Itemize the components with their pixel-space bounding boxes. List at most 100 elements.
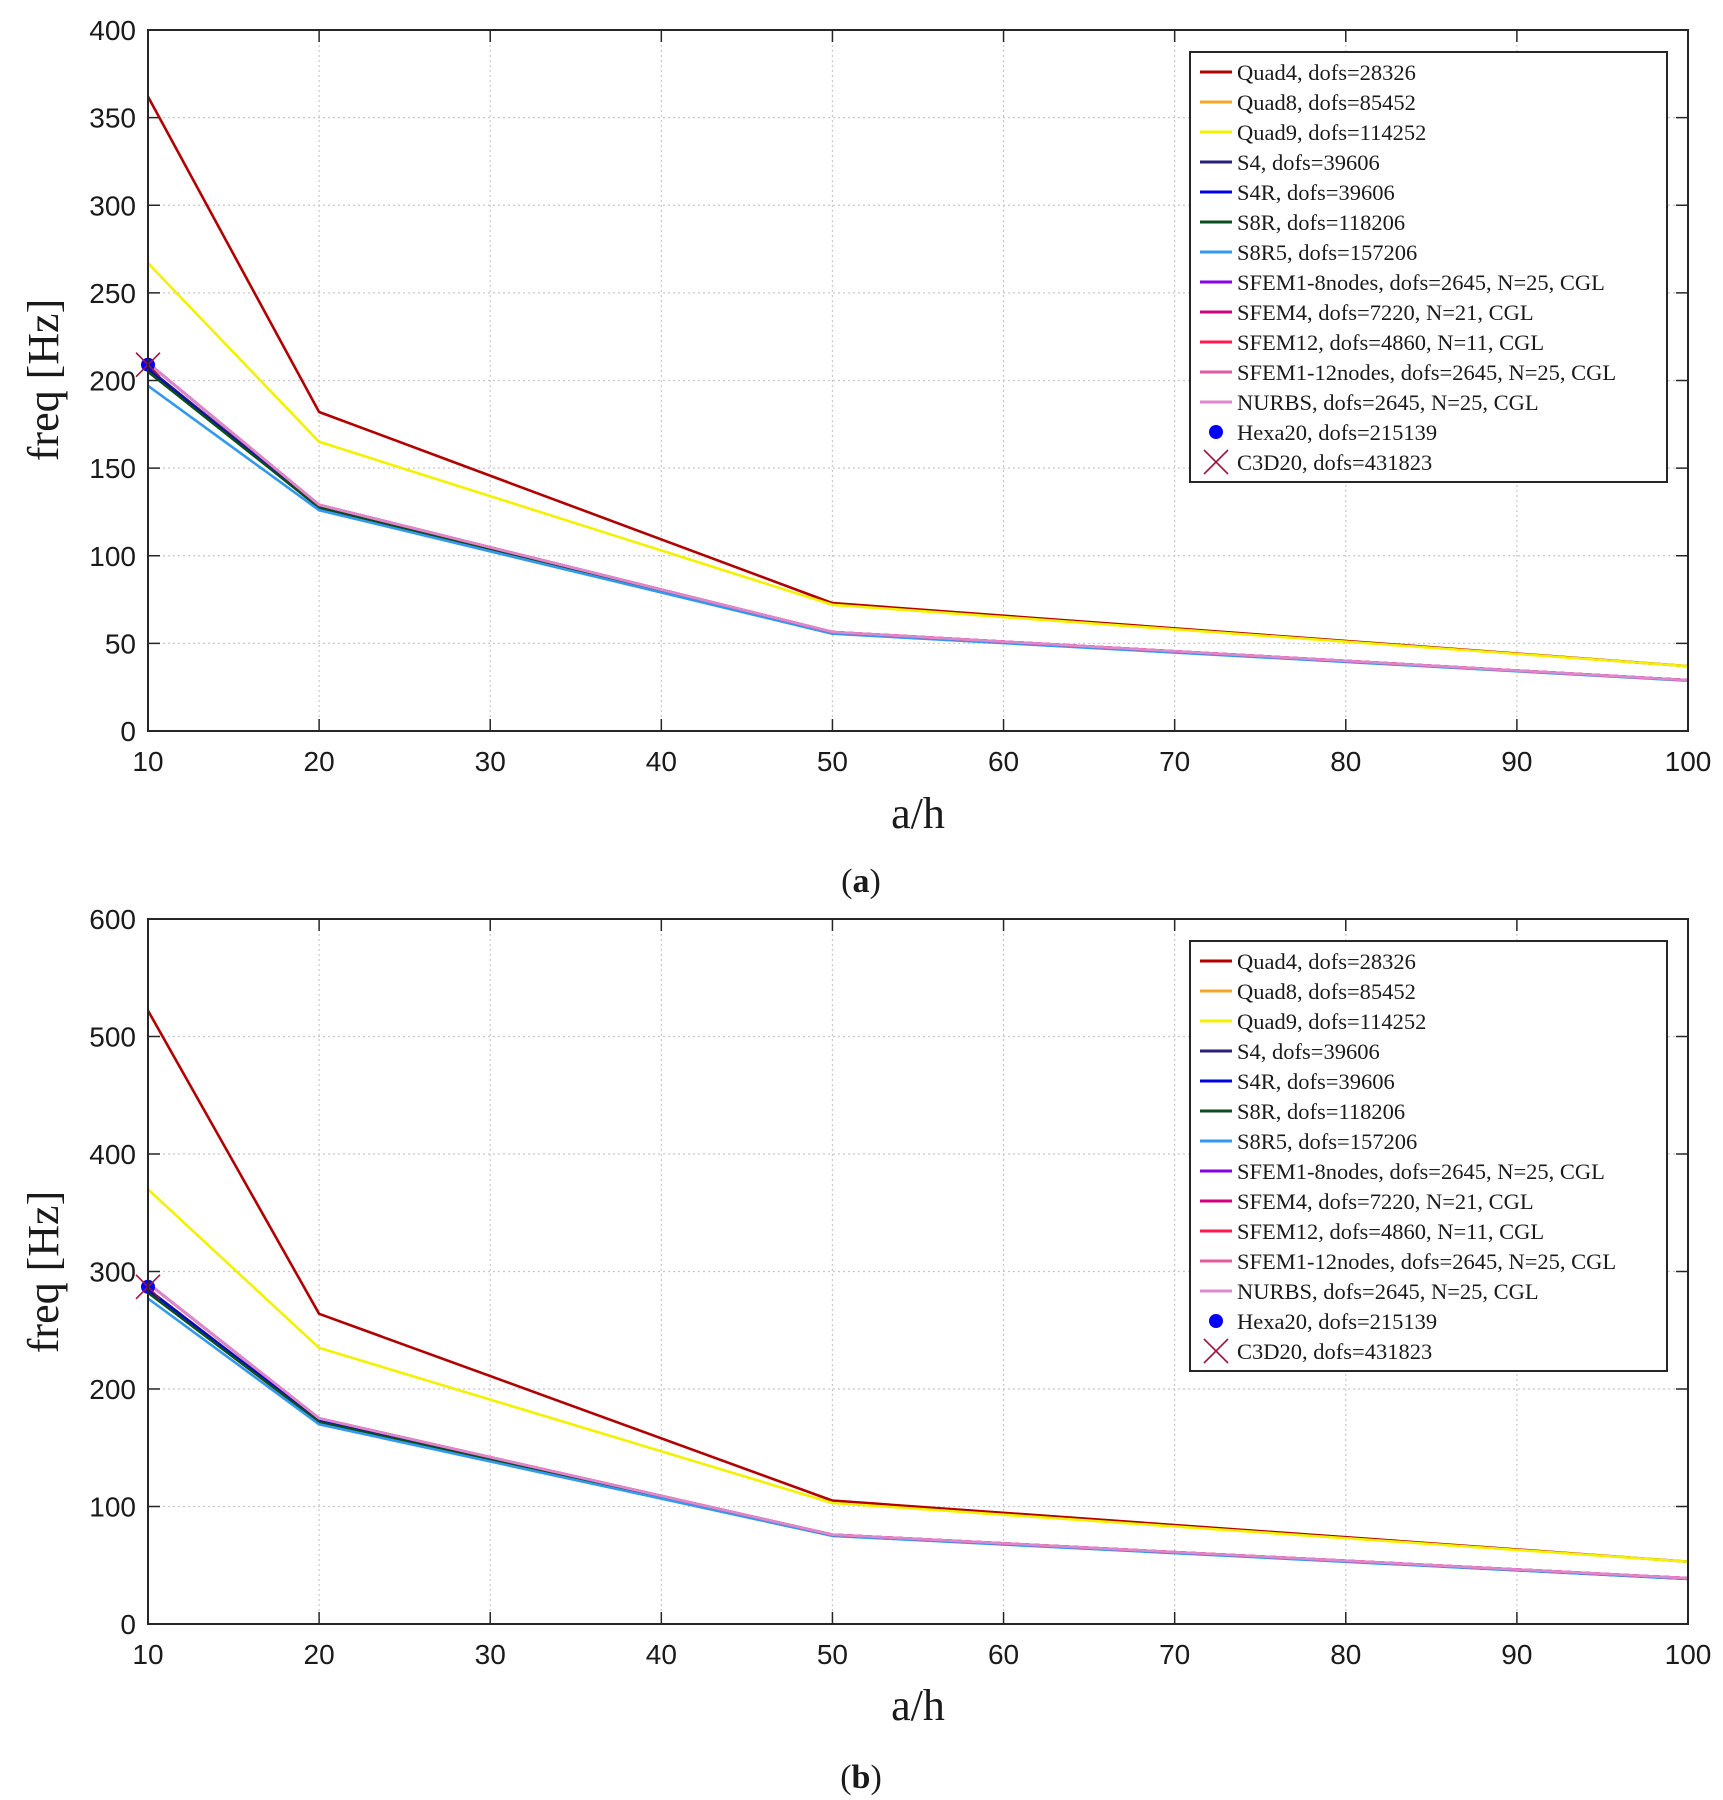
legend-label: SFEM1-12nodes, dofs=2645, N=25, CGL [1237,1249,1616,1274]
x-tick-label: 40 [646,746,677,777]
grid [147,29,1689,732]
legend-label: S4R, dofs=39606 [1237,180,1395,205]
y-tick-label: 100 [89,1492,136,1523]
x-tick-label: 70 [1159,1639,1190,1670]
legend-label: S8R5, dofs=157206 [1237,240,1417,265]
legend-label: SFEM1-12nodes, dofs=2645, N=25, CGL [1237,360,1616,385]
x-axis-label: a/h [891,1681,945,1730]
y-tick-label: 200 [89,1374,136,1405]
legend-entry: C3D20, dofs=431823 [1203,1338,1432,1364]
legend-label: Quad8, dofs=85452 [1237,979,1416,1004]
legend-entry: Hexa20, dofs=215139 [1209,1309,1437,1334]
legend-label: S8R, dofs=118206 [1237,1099,1405,1124]
legend-entry: S8R5, dofs=157206 [1200,1129,1417,1154]
x-tick-label: 10 [132,1639,163,1670]
legend-entry: NURBS, dofs=2645, N=25, CGL [1200,1279,1539,1304]
legend-entry: S4R, dofs=39606 [1200,180,1395,205]
legend-entry: S8R, dofs=118206 [1200,1099,1405,1124]
x-tick-label: 20 [304,1639,335,1670]
legend-entry: Quad8, dofs=85452 [1200,979,1416,1004]
series-lines [146,95,1689,682]
series-line-2 [147,262,1689,668]
legend-entry: SFEM1-12nodes, dofs=2645, N=25, CGL [1200,1249,1616,1274]
legend-label: Quad4, dofs=28326 [1237,949,1416,974]
legend-entry: S4, dofs=39606 [1200,150,1380,175]
legend-label: SFEM1-8nodes, dofs=2645, N=25, CGL [1237,270,1605,295]
legend-entry: SFEM12, dofs=4860, N=11, CGL [1200,1219,1544,1244]
legend-label: S4, dofs=39606 [1237,150,1380,175]
y-tick-label: 0 [120,1609,136,1640]
legend-label: S8R5, dofs=157206 [1237,1129,1417,1154]
legend-label: S8R, dofs=118206 [1237,210,1405,235]
x-tick-label: 100 [1665,746,1712,777]
y-tick-label: 0 [120,716,136,747]
legend-entry: SFEM1-12nodes, dofs=2645, N=25, CGL [1200,360,1616,385]
y-tick-label: 150 [89,453,136,484]
x-tick-label: 60 [988,1639,1019,1670]
legend-entry: Quad8, dofs=85452 [1200,90,1416,115]
legend-entry: SFEM1-8nodes, dofs=2645, N=25, CGL [1200,270,1605,295]
legend-box [1189,51,1668,483]
y-tick-label: 50 [105,628,136,659]
series-line-11 [147,361,1689,682]
legend-label: Quad9, dofs=114252 [1237,120,1426,145]
y-tick-label: 100 [89,541,136,572]
legend-label: SFEM4, dofs=7220, N=21, CGL [1237,300,1534,325]
y-axis-label: freq [Hz] [19,1191,68,1353]
tick-labels: 10 20 30 40 50 60 70 80 90 100 0 50 100 150 200 250 300 3… [89,15,1711,777]
legend-entry: Quad4, dofs=28326 [1200,60,1416,85]
legend-entry: Quad9, dofs=114252 [1200,120,1426,145]
legend-swatch [1203,449,1229,475]
legend-label: Quad9, dofs=114252 [1237,1009,1426,1034]
legend-label: SFEM12, dofs=4860, N=11, CGL [1237,330,1544,355]
legend-label: SFEM12, dofs=4860, N=11, CGL [1237,1219,1544,1244]
plot-frame [147,918,1689,1625]
legend-entry: S8R, dofs=118206 [1200,210,1405,235]
legend-label: Quad8, dofs=85452 [1237,90,1416,115]
legend-entry: Hexa20, dofs=215139 [1209,420,1437,445]
y-tick-label: 600 [89,904,136,935]
legend-entry: SFEM4, dofs=7220, N=21, CGL [1200,300,1534,325]
x-tick-label: 60 [988,746,1019,777]
y-tick-label: 500 [89,1022,136,1053]
chart-panel-b: 10 20 30 40 50 60 70 80 90 100 0 100 200 300 400 500 600… [19,904,1711,1796]
x-tick-label: 90 [1501,1639,1532,1670]
legend-entry: SFEM4, dofs=7220, N=21, CGL [1200,1189,1534,1214]
legend-entry: NURBS, dofs=2645, N=25, CGL [1200,390,1539,415]
y-tick-label: 300 [89,1257,136,1288]
x-tick-label: 10 [132,746,163,777]
chart-panel-a: 10 20 30 40 50 60 70 80 90 100 0 50 100 150 200 250 300 3… [19,15,1711,900]
x-tick-label: 90 [1501,746,1532,777]
y-tick-label: 200 [89,366,136,397]
legend-label: Hexa20, dofs=215139 [1237,1309,1437,1334]
legend-entry: SFEM12, dofs=4860, N=11, CGL [1200,330,1544,355]
legend-swatch [1203,1338,1229,1364]
legend-swatch [1209,1314,1223,1328]
y-tick-label: 350 [89,103,136,134]
y-tick-label: 250 [89,278,136,309]
x-tick-label: 100 [1665,1639,1712,1670]
x-tick-label: 50 [817,1639,848,1670]
panel-caption-b: (b) [840,1759,882,1796]
legend-entry: Quad4, dofs=28326 [1200,949,1416,974]
x-tick-label: 80 [1330,746,1361,777]
plot-frame [147,29,1689,732]
legend-swatch [1209,425,1223,439]
legend-label: S4R, dofs=39606 [1237,1069,1395,1094]
legend-entry: C3D20, dofs=431823 [1203,449,1432,475]
legend-entry: S4R, dofs=39606 [1200,1069,1395,1094]
legend-entry: Quad9, dofs=114252 [1200,1009,1426,1034]
y-tick-label: 400 [89,1139,136,1170]
tick-labels: 10 20 30 40 50 60 70 80 90 100 0 100 200 300 400 500 600 [89,904,1711,1670]
legend-label: Hexa20, dofs=215139 [1237,420,1437,445]
legend: Quad4, dofs=28326 Quad8, dofs=85452 Quad9,… [1189,940,1668,1372]
legend-label: Quad4, dofs=28326 [1237,60,1416,85]
x-tick-label: 50 [817,746,848,777]
y-axis-label: freq [Hz] [19,299,68,461]
x-tick-label: 80 [1330,1639,1361,1670]
y-tick-label: 300 [89,190,136,221]
legend-label: NURBS, dofs=2645, N=25, CGL [1237,1279,1539,1304]
legend-box [1189,940,1668,1372]
series-line-11 [147,1282,1689,1580]
